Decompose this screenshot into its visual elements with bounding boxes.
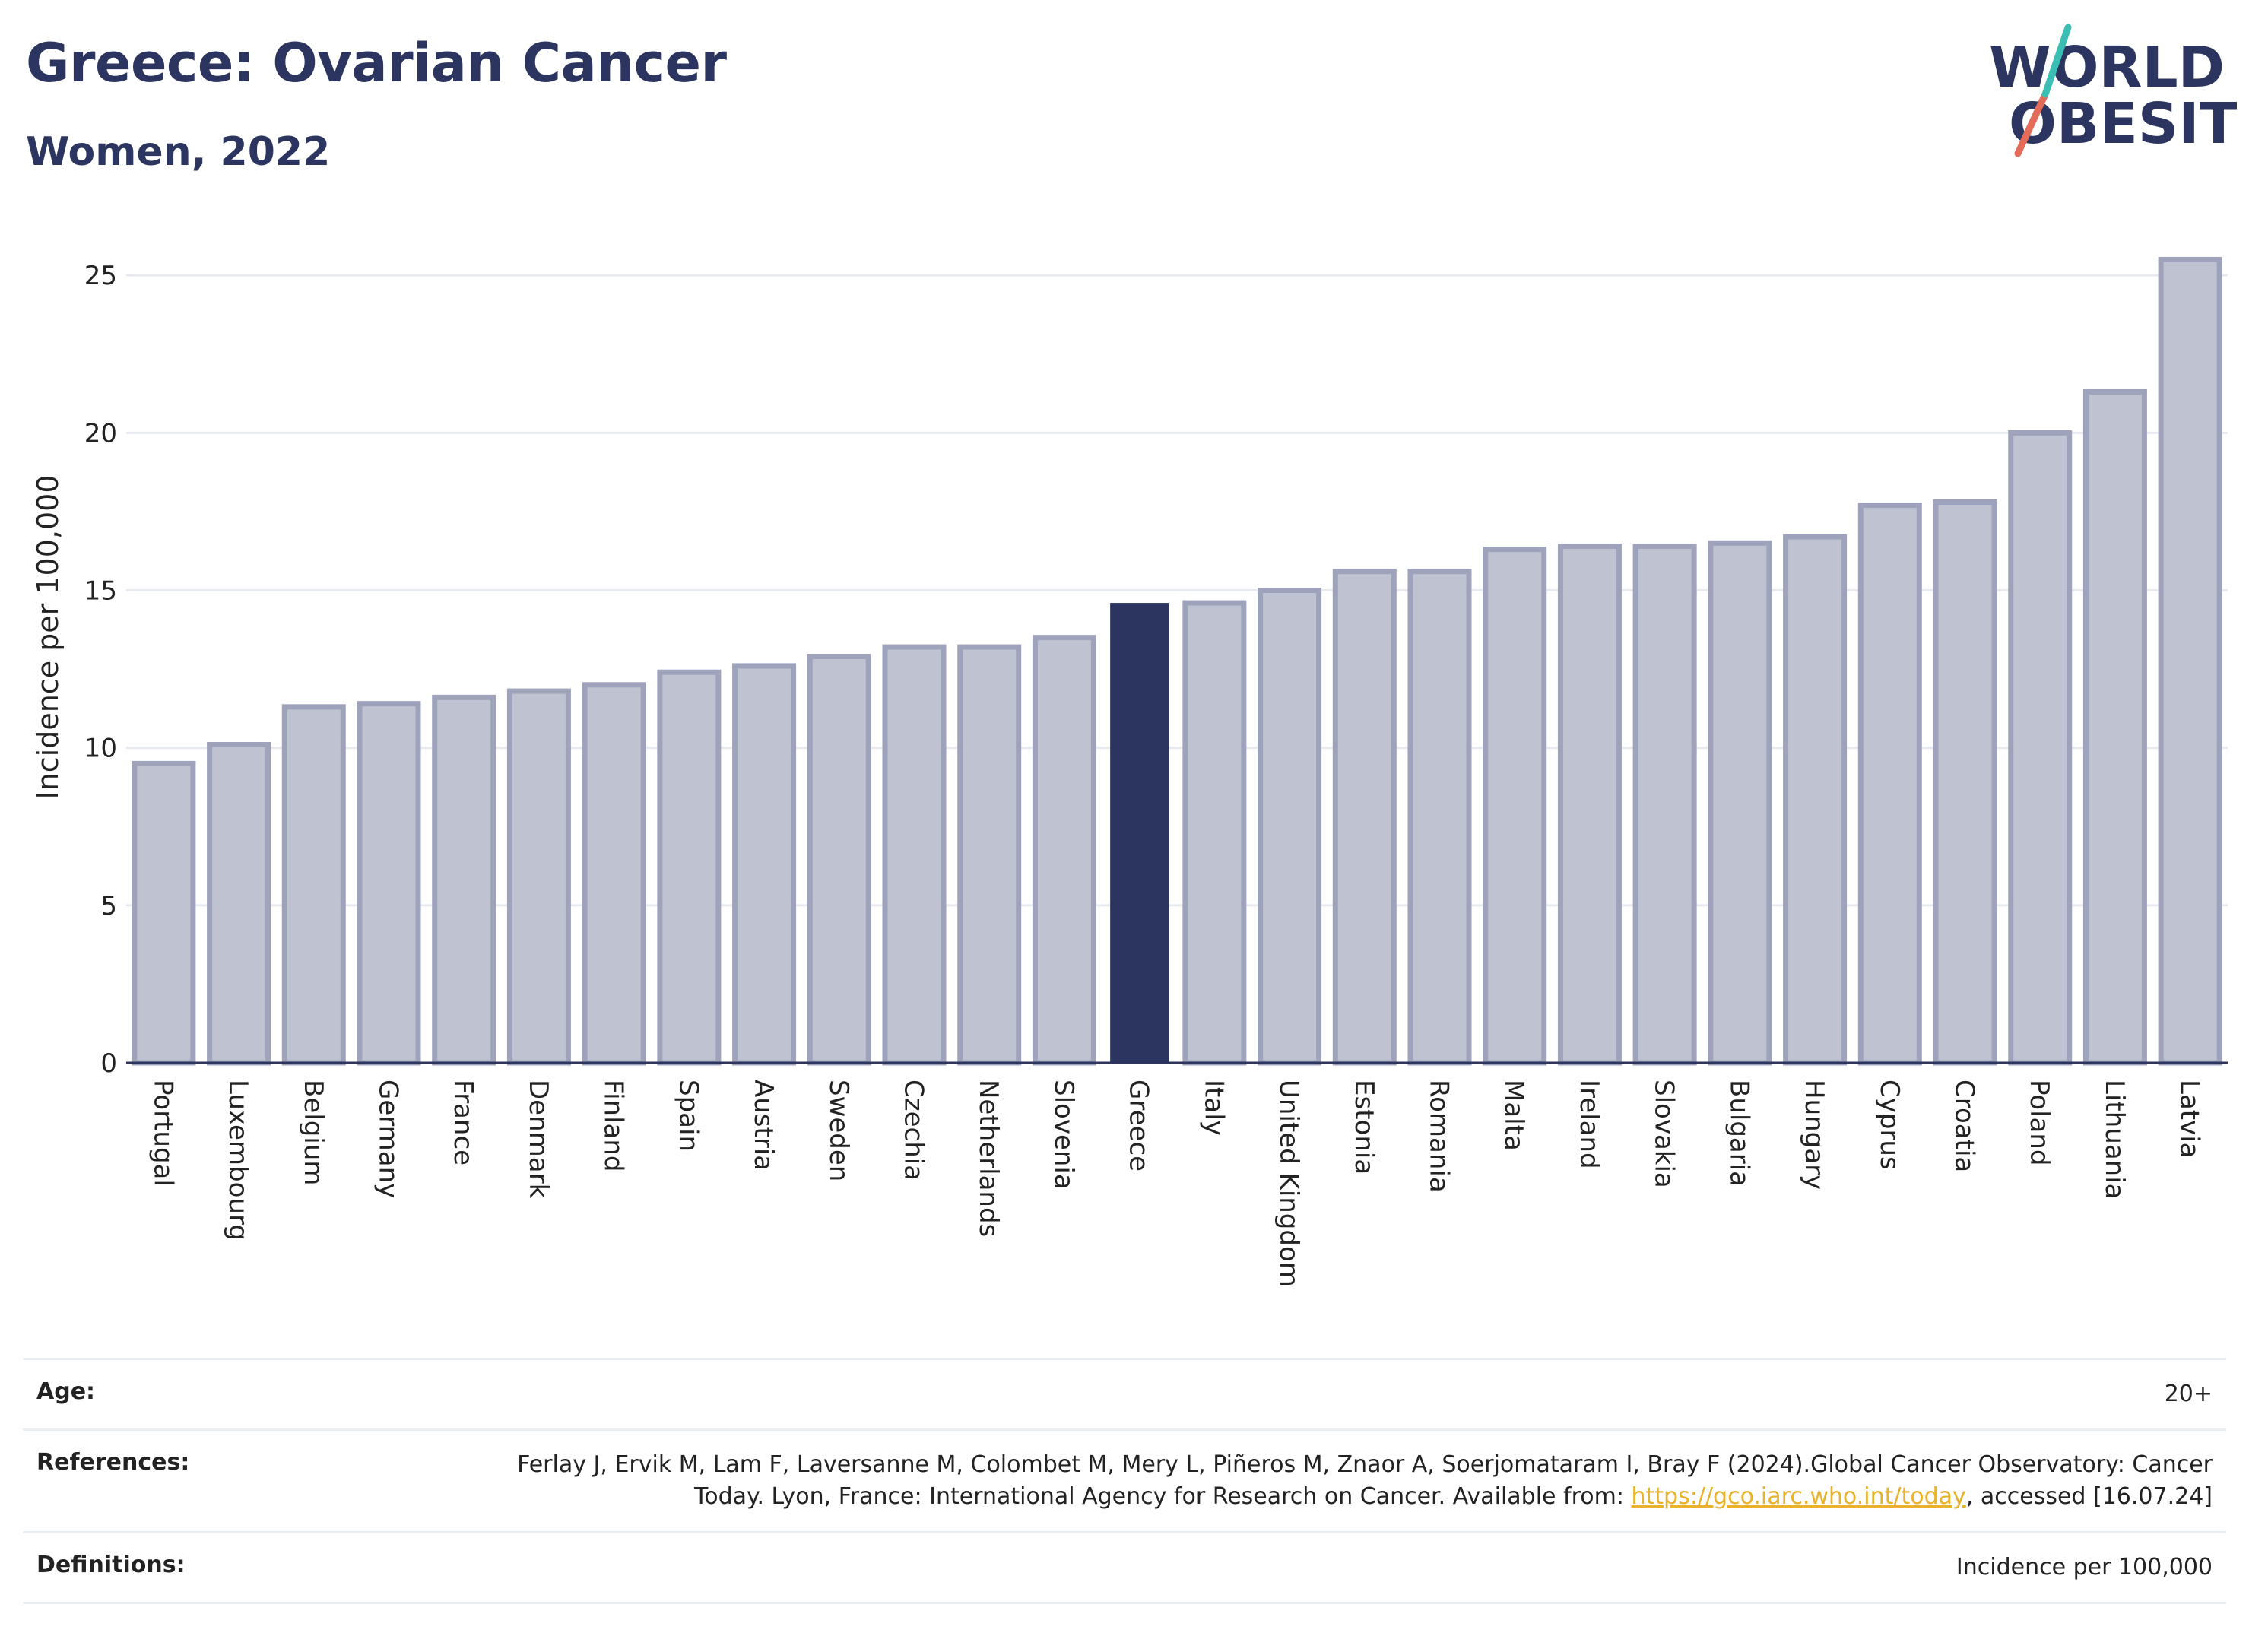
references-link[interactable]: https://gco.iarc.who.int/today bbox=[1631, 1483, 1966, 1510]
bar-romania bbox=[1407, 569, 1472, 1066]
x-category-label: Slovakia bbox=[1649, 1080, 1680, 1188]
x-category-label: Sweden bbox=[823, 1080, 854, 1181]
bar-netherlands bbox=[957, 644, 1022, 1066]
bar-bulgaria bbox=[1708, 540, 1772, 1066]
x-category-label: Belgium bbox=[298, 1080, 328, 1185]
bar-estonia bbox=[1332, 569, 1397, 1066]
x-category-label: Greece bbox=[1124, 1080, 1154, 1172]
bar-chart: 0 5 10 15 20 25 Portugal Luxembourg Belgium Germ… bbox=[31, 256, 2228, 1287]
bar-czechia bbox=[882, 644, 947, 1066]
bar-denmark bbox=[506, 688, 571, 1066]
definitions-value: Incidence per 100,000 bbox=[1956, 1554, 2213, 1581]
bar-ireland bbox=[1557, 543, 1622, 1066]
bar-latvia bbox=[2158, 256, 2222, 1066]
y-tick-label: 15 bbox=[84, 576, 117, 606]
bar-portugal bbox=[132, 760, 196, 1066]
logo-line-1: WORLD bbox=[1989, 35, 2225, 100]
bar-croatia bbox=[1933, 499, 1997, 1066]
x-category-label: Germany bbox=[373, 1080, 404, 1198]
age-row: Age: 20+ bbox=[23, 1358, 2226, 1428]
bar-belgium bbox=[281, 704, 346, 1066]
bar-spain bbox=[657, 669, 722, 1066]
bar-greece bbox=[1110, 603, 1169, 1063]
logo-line-2: OBESITY bbox=[2009, 91, 2237, 157]
x-category-label: Bulgaria bbox=[1724, 1080, 1754, 1187]
bar-lithuania bbox=[2082, 388, 2147, 1066]
world-obesity-logo: WORLD OBESITY bbox=[1989, 24, 2237, 157]
chart-title: Greece: Ovarian Cancer bbox=[26, 32, 727, 94]
x-category-label: Poland bbox=[2024, 1080, 2054, 1166]
bar-italy bbox=[1182, 600, 1247, 1066]
x-category-label: Luxembourg bbox=[223, 1080, 253, 1241]
x-category-label: Slovenia bbox=[1048, 1080, 1079, 1190]
x-category-label: Spain bbox=[673, 1080, 703, 1152]
x-category-label: Romania bbox=[1424, 1080, 1454, 1193]
bar-finland bbox=[582, 682, 646, 1066]
x-category-labels: Portugal Luxembourg Belgium Germany France De… bbox=[148, 1080, 2204, 1287]
x-category-label: Malta bbox=[1499, 1080, 1529, 1151]
references-text-1: Ferlay J, Ervik M, Lam F, Laversanne M, … bbox=[517, 1451, 2213, 1510]
bars bbox=[126, 256, 2228, 1066]
bar-sweden bbox=[807, 654, 871, 1066]
definitions-row: Definitions: Incidence per 100,000 bbox=[23, 1531, 2226, 1604]
chart-subtitle: Women, 2022 bbox=[26, 129, 331, 175]
bar-hungary bbox=[1783, 534, 1848, 1066]
y-tick-label: 0 bbox=[100, 1048, 117, 1079]
x-category-label: Lithuania bbox=[2099, 1080, 2130, 1199]
x-category-label: Denmark bbox=[523, 1080, 554, 1199]
x-category-label: France bbox=[448, 1080, 478, 1165]
bar-cyprus bbox=[1857, 503, 1922, 1066]
bar-slovakia bbox=[1632, 543, 1697, 1066]
references-text-2: , accessed [16.07.24] bbox=[1965, 1483, 2213, 1510]
bar-germany bbox=[357, 701, 421, 1066]
definitions-label: Definitions: bbox=[36, 1552, 186, 1578]
references-label: References: bbox=[36, 1449, 190, 1476]
y-tick-label: 10 bbox=[84, 734, 117, 764]
y-tick-label: 25 bbox=[84, 261, 117, 291]
x-category-label: Netherlands bbox=[973, 1080, 1004, 1237]
bar-austria bbox=[732, 663, 797, 1066]
bar-france bbox=[432, 694, 496, 1066]
references-value: Ferlay J, Ervik M, Lam F, Laversanne M, … bbox=[494, 1449, 2213, 1513]
logo-slash-coral bbox=[2014, 90, 2049, 157]
x-category-label: Hungary bbox=[1799, 1080, 1829, 1190]
bar-united-kingdom bbox=[1258, 587, 1322, 1066]
references-row: References: Ferlay J, Ervik M, Lam F, La… bbox=[23, 1428, 2226, 1531]
x-category-label: Czechia bbox=[899, 1080, 929, 1181]
logo-slash-teal bbox=[2041, 24, 2072, 98]
x-category-label: Ireland bbox=[1574, 1080, 1604, 1169]
x-category-label: Cyprus bbox=[1874, 1080, 1905, 1170]
age-value: 20+ bbox=[2164, 1381, 2213, 1407]
y-tick-label: 5 bbox=[100, 891, 117, 921]
bar-luxembourg bbox=[207, 742, 271, 1066]
y-axis-title: Incidence per 100,000 bbox=[31, 474, 65, 799]
x-category-label: United Kingdom bbox=[1274, 1080, 1304, 1287]
x-category-label: Portugal bbox=[148, 1080, 178, 1187]
x-category-label: Finland bbox=[598, 1080, 629, 1172]
x-category-label: Latvia bbox=[2174, 1080, 2205, 1159]
x-category-label: Estonia bbox=[1349, 1080, 1379, 1175]
bar-malta bbox=[1483, 547, 1547, 1066]
bar-poland bbox=[2008, 430, 2073, 1066]
x-category-label: Italy bbox=[1198, 1080, 1229, 1136]
y-tick-label: 20 bbox=[84, 418, 117, 449]
age-label: Age: bbox=[36, 1378, 96, 1405]
x-category-label: Austria bbox=[748, 1080, 779, 1171]
y-tick-labels: 0 5 10 15 20 25 bbox=[84, 261, 117, 1079]
x-category-label: Croatia bbox=[1949, 1080, 1980, 1172]
metadata-table: Age: 20+ References: Ferlay J, Ervik M, … bbox=[23, 1358, 2226, 1604]
bar-slovenia bbox=[1032, 635, 1096, 1066]
